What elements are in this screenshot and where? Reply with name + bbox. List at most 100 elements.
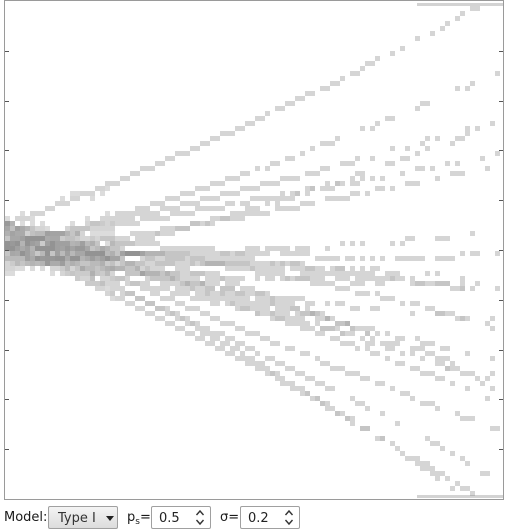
trajectory-cell bbox=[310, 276, 315, 281]
trajectory-cell bbox=[375, 306, 380, 311]
trajectory-cell bbox=[205, 196, 210, 201]
trajectory-cell bbox=[410, 256, 415, 261]
trajectory-cell bbox=[265, 371, 270, 376]
trajectory-cell bbox=[275, 341, 280, 346]
trajectory-cell bbox=[20, 261, 25, 266]
trajectory-cell bbox=[210, 341, 215, 346]
trajectory-cell bbox=[305, 271, 310, 276]
trajectory-cell bbox=[250, 361, 255, 366]
trajectory-cell bbox=[305, 191, 310, 196]
trajectory-cell bbox=[495, 426, 500, 431]
trajectory-cell bbox=[410, 281, 415, 286]
trajectory-cell bbox=[250, 251, 255, 256]
model-select[interactable]: Type I bbox=[48, 506, 118, 529]
trajectory-cell bbox=[110, 261, 115, 266]
chevron-up-icon[interactable] bbox=[195, 508, 205, 517]
model-select-value: Type I bbox=[58, 511, 96, 526]
trajectory-cell bbox=[315, 256, 320, 261]
trajectory-cell bbox=[215, 276, 220, 281]
trajectory-cell bbox=[175, 246, 180, 251]
ps-spinbox[interactable]: 0.5 bbox=[151, 506, 211, 529]
trajectory-cell bbox=[105, 271, 110, 276]
trajectory-cell bbox=[185, 271, 190, 276]
trajectory-cell bbox=[85, 271, 90, 276]
trajectory-cell bbox=[410, 236, 415, 241]
trajectory-cell bbox=[95, 246, 100, 251]
trajectory-cell bbox=[85, 221, 90, 226]
chevron-down-icon[interactable] bbox=[284, 518, 294, 527]
trajectory-cell bbox=[265, 246, 270, 251]
trajectory-cell bbox=[450, 361, 455, 366]
trajectory-cell bbox=[310, 271, 315, 276]
trajectory-cell bbox=[405, 146, 410, 151]
trajectory-cell bbox=[110, 216, 115, 221]
trajectory-cell bbox=[235, 281, 240, 286]
trajectory-cell bbox=[440, 256, 445, 261]
trajectory-cell bbox=[35, 241, 40, 246]
trajectory-cell bbox=[195, 296, 200, 301]
trajectory-cell bbox=[180, 281, 185, 286]
trajectory-cell bbox=[45, 246, 50, 251]
trajectory-cell bbox=[40, 256, 45, 261]
trajectory-cell bbox=[395, 341, 400, 346]
trajectory-cell bbox=[320, 141, 325, 146]
trajectory-cell bbox=[220, 321, 225, 326]
trajectory-cell bbox=[320, 271, 325, 276]
trajectory-cell bbox=[230, 201, 235, 206]
trajectory-cell bbox=[200, 206, 205, 211]
trajectory-cell bbox=[455, 481, 460, 486]
trajectory-cell bbox=[265, 251, 270, 256]
trajectory-cell bbox=[75, 266, 80, 271]
trajectory-cell bbox=[490, 371, 495, 376]
sigma-spinbox[interactable]: 0.2 bbox=[240, 506, 300, 529]
trajectory-cell bbox=[475, 6, 480, 11]
trajectory-cell bbox=[300, 391, 305, 396]
trajectory-cell bbox=[230, 321, 235, 326]
trajectory-cell bbox=[165, 296, 170, 301]
chevron-up-icon[interactable] bbox=[284, 508, 294, 517]
trajectory-cell bbox=[365, 326, 370, 331]
trajectory-cell bbox=[350, 326, 355, 331]
trajectory-cell bbox=[200, 331, 205, 336]
trajectory-cell bbox=[30, 226, 35, 231]
trajectory-cell bbox=[425, 371, 430, 376]
trajectory-cell bbox=[215, 271, 220, 276]
trajectory-cell bbox=[415, 301, 420, 306]
trajectory-cell bbox=[105, 186, 110, 191]
trajectory-cell bbox=[135, 241, 140, 246]
trajectory-cell bbox=[145, 311, 150, 316]
trajectory-cell bbox=[45, 241, 50, 246]
trajectory-cell bbox=[210, 291, 215, 296]
trajectory-cell bbox=[430, 466, 435, 471]
trajectory-cell bbox=[205, 296, 210, 301]
trajectory-cell bbox=[165, 321, 170, 326]
trajectory-cell bbox=[115, 246, 120, 251]
trajectory-cell bbox=[145, 266, 150, 271]
trajectory-cell bbox=[75, 191, 80, 196]
trajectory-cell bbox=[255, 331, 260, 336]
trajectory-cell bbox=[275, 206, 280, 211]
trajectory-cell bbox=[60, 241, 65, 246]
trajectory-cell bbox=[215, 301, 220, 306]
trajectory-cell bbox=[315, 331, 320, 336]
chevron-down-icon[interactable] bbox=[195, 518, 205, 527]
trajectory-cell bbox=[255, 266, 260, 271]
trajectory-cell bbox=[225, 336, 230, 341]
trajectory-cell bbox=[120, 261, 125, 266]
trajectory-cell bbox=[40, 251, 45, 256]
trajectory-cell bbox=[225, 276, 230, 281]
trajectory-cell bbox=[70, 266, 75, 271]
trajectory-cell bbox=[165, 226, 170, 231]
trajectory-cell bbox=[190, 321, 195, 326]
trajectory-cell bbox=[255, 211, 260, 216]
trajectory-cell bbox=[150, 286, 155, 291]
trajectory-cell bbox=[25, 216, 30, 221]
trajectory-cell bbox=[295, 96, 300, 101]
trajectory-cell bbox=[160, 296, 165, 301]
trajectory-cell bbox=[160, 206, 165, 211]
trajectory-cell bbox=[290, 316, 295, 321]
trajectory-cell bbox=[340, 271, 345, 276]
trajectory-cell bbox=[75, 276, 80, 281]
trajectory-cell bbox=[260, 296, 265, 301]
trajectory-cell bbox=[300, 246, 305, 251]
